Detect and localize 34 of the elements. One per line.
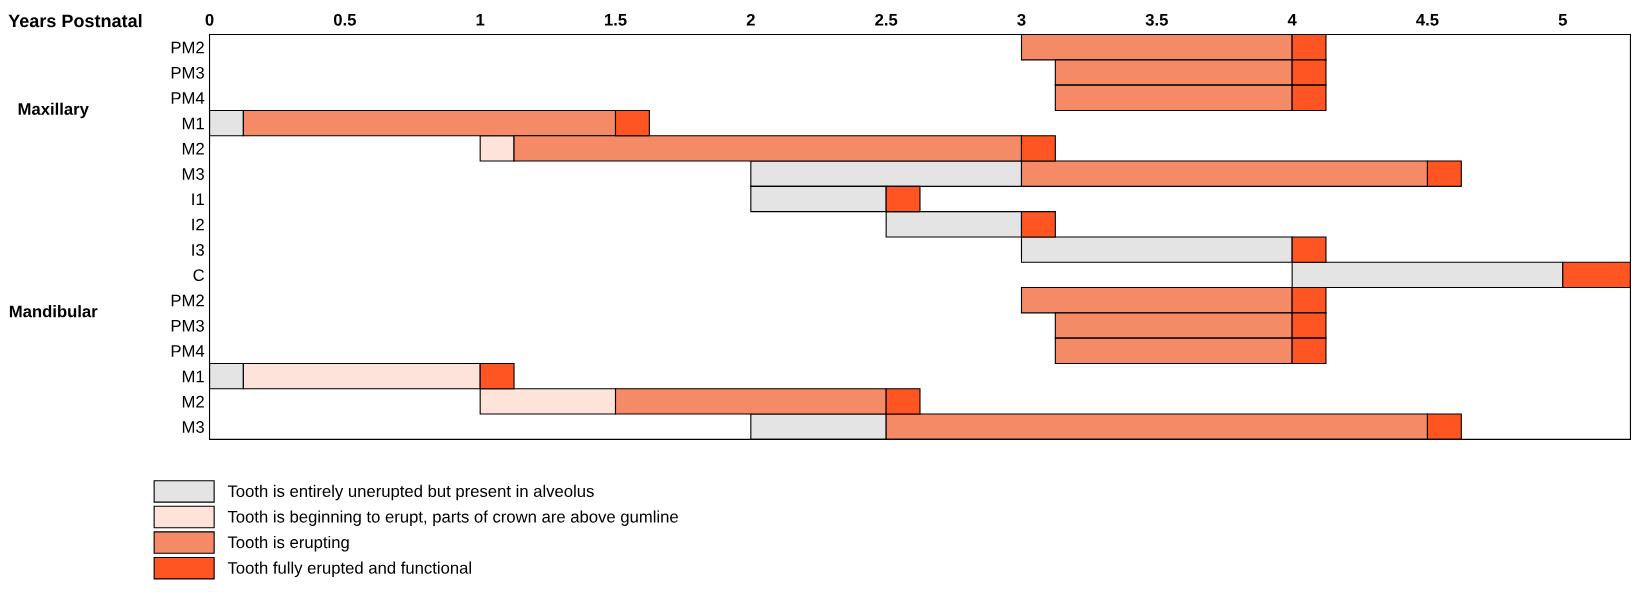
y-tick-label: PM4 [171,345,205,357]
x-axis-title: Years Postnatal [8,14,142,28]
x-tick-label: 2.5 [875,13,898,26]
y-tick-label: PM2 [171,41,204,54]
y-tick-label: I1 [192,193,204,206]
x-tick-label: 0.5 [333,13,356,26]
y-tick-label: C [193,269,205,282]
y-tick-label: M3 [182,168,204,180]
y-tick-label: M1 [182,117,204,130]
legend-label: Tooth fully erupted and functional [227,561,471,578]
y-tick-label: M2 [182,142,204,155]
text: Mandibular [9,305,98,318]
legend-label: Tooth is beginning to erupt, parts of crown are above gumline [227,510,678,526]
y-tick-label: PM3 [171,66,204,79]
y-tick-label: PM4 [171,92,205,104]
y-tick-label: PM3 [171,319,204,332]
y-tick-label: M2 [182,395,204,408]
text: Maxillary [18,102,89,119]
x-tick-label: 4.5 [1416,14,1439,26]
y-tick-label: M3 [182,421,204,433]
legend-label: Tooth is entirely unerupted but present in alveolus [227,484,594,501]
y-tick-label: I3 [192,244,204,256]
x-tick-label: 3 [1017,13,1026,26]
x-tick-label: 0 [205,13,214,26]
x-tick-label: 1 [476,14,485,26]
legend-label: Tooth is erupting [227,535,349,552]
y-tick-label: M1 [182,370,204,383]
x-tick-label: 5 [1558,14,1567,26]
x-tick-label: 4 [1287,14,1297,26]
x-tick-label: 1.5 [604,14,627,26]
y-tick-label: I2 [192,218,204,231]
y-tick-label: PM2 [171,294,204,307]
x-tick-label: 2 [746,13,755,26]
x-tick-label: 3.5 [1145,13,1168,26]
